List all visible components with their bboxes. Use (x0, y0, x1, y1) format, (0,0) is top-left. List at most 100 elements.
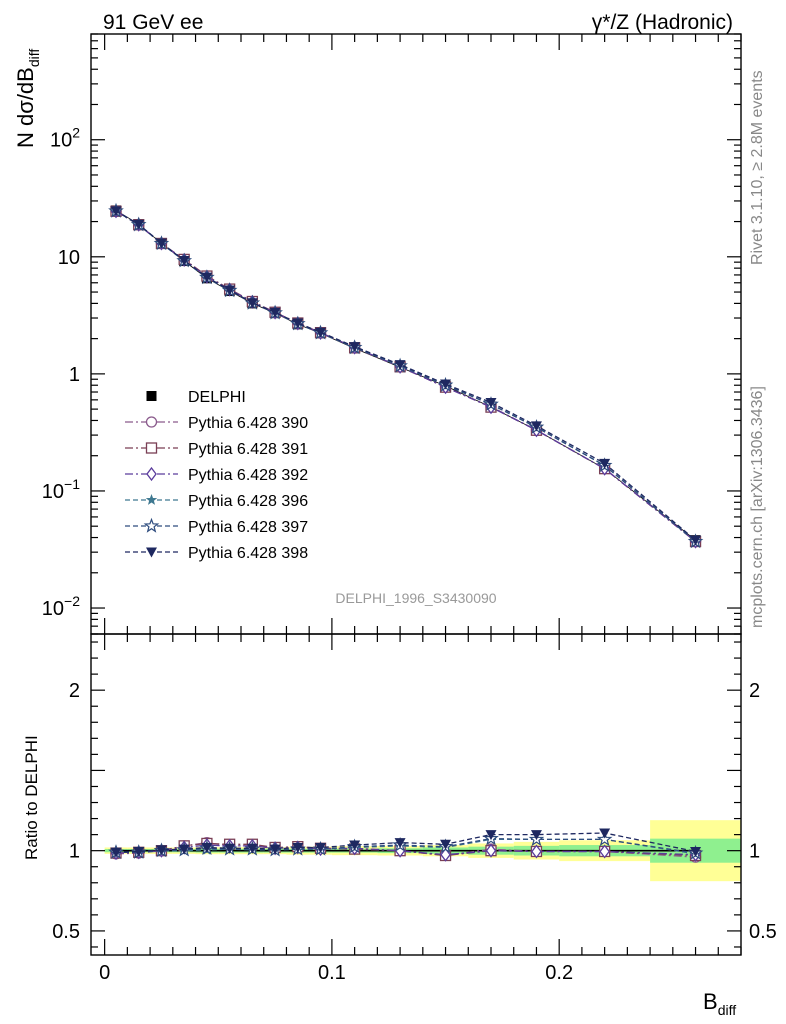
main-y-tick-label-4: 102 (50, 125, 80, 152)
main-y-tick-label-base: 10 (42, 598, 64, 620)
ratio-y-tick-label-1: 1 (69, 841, 80, 863)
x-axis-label-main: B (703, 989, 718, 1014)
x-axis-label: Bdiff (703, 989, 736, 1018)
ratio-y-tick-label-right-1: 1 (749, 841, 760, 863)
ratio-y-tick-label-right-2: 2 (749, 680, 760, 702)
main-point-6-3 (178, 255, 190, 266)
ratio-point-6-9 (315, 842, 327, 853)
x-axis-label-sub: diff (718, 1002, 737, 1018)
analysis-label: DELPHI_1996_S3430090 (335, 590, 496, 606)
main-y-tick-label-base: 10 (42, 481, 64, 503)
ratio-plot-panel: 0 0.1 0.2 0.5 0.5 1 1 2 2 (52, 633, 777, 984)
ratio-series-line-5 (116, 837, 696, 854)
legend-marker-1 (145, 416, 158, 428)
main-series-line-1 (115, 210, 696, 543)
main-point-6-1 (133, 219, 145, 230)
main-y-tick-label-exp: −1 (64, 476, 80, 492)
main-y-axis-label: N dσ/dBdiff (13, 49, 42, 148)
rivet-version-label: Rivet 3.1.10, ≥ 2.8M events (749, 70, 766, 265)
legend-label-0: DELPHI (188, 389, 246, 406)
legend-label-3: Pythia 6.428 392 (188, 467, 308, 484)
main-point-6-14 (530, 421, 542, 432)
legend-label-4: Pythia 6.428 396 (188, 493, 308, 510)
main-y-tick-label-1: 10−1 (42, 476, 80, 503)
main-point-6-0 (110, 206, 122, 217)
main-y-tick-label-exp: 2 (72, 125, 80, 141)
legend-label-2: Pythia 6.428 391 (188, 441, 308, 458)
main-point-6-4 (201, 272, 213, 283)
legend: DELPHI Pythia 6.428 390 Pythia 6.428 391 Py… (125, 389, 308, 562)
main-series-line-5 (115, 210, 696, 542)
ratio-point-5-15 (596, 831, 613, 847)
ratio-y-tick-label-0: 0.5 (52, 921, 80, 943)
main-y-tick-label-3: 10 (58, 247, 80, 269)
ratio-series-line-6 (115, 832, 696, 853)
ratio-point-6-10 (349, 840, 361, 851)
main-series-line-2 (115, 210, 696, 543)
ratio-point-6-12 (440, 839, 452, 850)
legend-label-5: Pythia 6.428 397 (188, 519, 308, 536)
main-frame (90, 33, 742, 635)
main-series-line-4 (115, 210, 696, 542)
main-y-tick-label-base: 1 (69, 364, 80, 386)
x-tick-label-2: 0.2 (545, 962, 573, 984)
main-y-axis-label-sub: diff (26, 49, 42, 68)
ratio-point-6-2 (155, 845, 167, 856)
main-point-6-6 (246, 298, 258, 309)
legend-label-6: Pythia 6.428 398 (188, 545, 308, 562)
ratio-point-6-15 (599, 828, 611, 839)
legend-marker-5 (143, 517, 160, 533)
main-point-6-10 (349, 342, 361, 353)
ratio-point-3-13 (485, 843, 497, 858)
ratio-point-3-15 (599, 844, 610, 859)
main-point-6-13 (485, 397, 497, 408)
x-tick-label-1: 0.1 (318, 962, 346, 984)
ratio-point-6-4 (201, 842, 213, 853)
ratio-frame (90, 633, 742, 956)
main-series-line-0 (115, 210, 696, 541)
main-point-6-9 (315, 327, 327, 338)
ratio-point-6-1 (133, 846, 145, 857)
ratio-point-6-14 (530, 830, 542, 841)
ratio-y-tick-label-right-0: 0.5 (749, 921, 777, 943)
ratio-point-6-0 (110, 847, 122, 858)
main-y-tick-label-2: 1 (69, 364, 80, 386)
legend-marker-0 (146, 391, 157, 401)
x-tick-label-0: 0 (99, 962, 110, 984)
ratio-point-6-5 (224, 843, 236, 854)
main-point-6-5 (224, 285, 236, 296)
ratio-point-6-7 (269, 844, 281, 855)
main-point-6-8 (292, 318, 304, 329)
main-y-axis-label-main: N dσ/dB (13, 67, 38, 148)
main-point-6-2 (155, 238, 167, 249)
main-y-tick-label-0: 10−2 (42, 593, 80, 620)
ratio-y-axis-label: Ratio to DELPHI (22, 735, 41, 860)
header-right-label: γ*/Z (Hadronic) (592, 11, 733, 34)
ratio-point-6-3 (178, 844, 190, 855)
legend-marker-4 (145, 494, 158, 505)
main-series-line-3 (115, 210, 696, 543)
main-point-6-16 (690, 535, 702, 546)
main-series-line-6 (115, 210, 696, 541)
main-y-tick-label-base: 10 (58, 247, 80, 269)
legend-label-1: Pythia 6.428 390 (188, 415, 308, 432)
ratio-point-6-13 (485, 830, 497, 841)
ratio-point-6-11 (394, 838, 406, 849)
ratio-point-6-6 (246, 843, 258, 854)
header-left-label: 91 GeV ee (103, 11, 203, 34)
ratio-point-3-12 (440, 847, 451, 862)
main-point-6-15 (599, 458, 611, 469)
main-point-6-7 (269, 307, 281, 318)
legend-marker-3 (146, 466, 157, 482)
main-y-tick-label-exp: −2 (64, 593, 80, 609)
legend-marker-6 (146, 547, 157, 558)
main-point-6-11 (394, 360, 406, 371)
ratio-y-tick-label-2: 2 (69, 680, 80, 702)
ratio-point-6-16 (690, 846, 702, 857)
main-y-tick-label-base: 10 (50, 130, 72, 152)
legend-marker-2 (145, 442, 158, 454)
ratio-point-6-8 (292, 842, 304, 853)
main-point-6-12 (440, 379, 452, 390)
